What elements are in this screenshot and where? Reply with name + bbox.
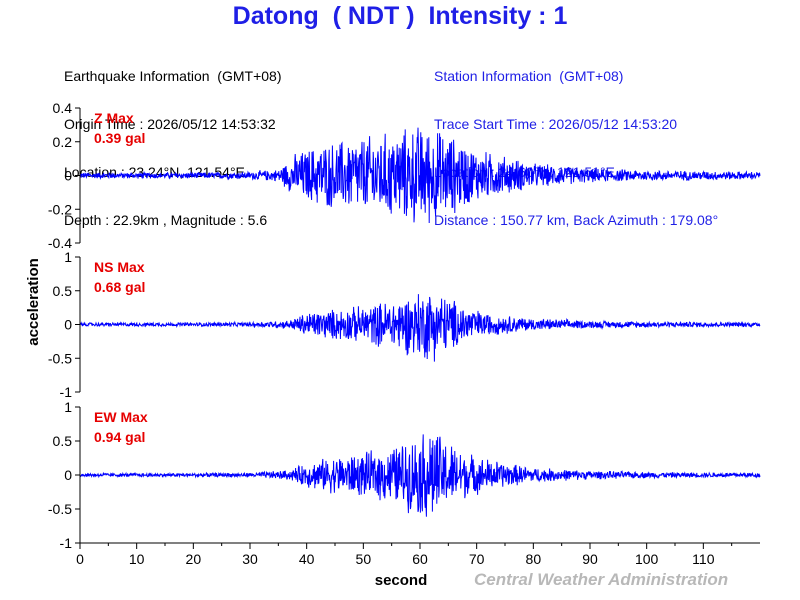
y-axis-label: acceleration (25, 258, 42, 346)
depth-magnitude: Depth : 22.9km , Magnitude : 5.6 (64, 212, 268, 228)
x-tick-label: 40 (299, 551, 315, 567)
x-tick-label: 80 (526, 551, 542, 567)
max-value-z: 0.39 gal (94, 130, 145, 146)
waveform-ns (79, 294, 761, 362)
panel-z: 0.4 0.2 0 -0.2 -0.4 Z Max 0.39 gal (48, 100, 761, 251)
x-tick-label: 100 (635, 551, 659, 567)
y-tick-label: 0.2 (53, 134, 73, 150)
trace-start-time: Trace Start Time : 2026/05/12 14:53:20 (434, 116, 678, 132)
distance-azimuth: Distance : 150.77 km, Back Azimuth : 179… (434, 212, 719, 228)
earthquake-info-heading: Earthquake Information (GMT+08) (64, 68, 282, 84)
y-tick-label: 0 (64, 467, 72, 483)
y-tick-label: 0 (64, 317, 72, 333)
max-label-ew: EW Max (94, 409, 148, 425)
x-tick-label: 90 (582, 551, 598, 567)
y-tick-label: 1 (64, 249, 72, 265)
panel-ns: 1 0.5 0 -0.5 -1 NS Max 0.68 gal (48, 249, 761, 400)
y-tick-label: 0.4 (53, 100, 73, 116)
y-tick-label: -0.5 (48, 350, 72, 366)
waveform-z (79, 127, 761, 223)
y-tick-label: -0.4 (48, 235, 72, 251)
panel-ew: 1 0.5 0 -0.5 -1 EW Max 0.94 gal 0 10 20 30 40 50 60 70… (48, 399, 761, 589)
station-info: Station Information (GMT+08) Trace Start… (434, 36, 718, 244)
y-tick-label: -0.2 (48, 201, 72, 217)
credit-text: Central Weather Administration (474, 570, 729, 589)
x-tick-label: 30 (242, 551, 258, 567)
y-tick-label: -1 (60, 384, 73, 400)
origin-time: Origin Time : 2026/05/12 14:53:32 (64, 116, 276, 132)
x-tick-label: 60 (412, 551, 428, 567)
y-tick-label: 0.5 (53, 433, 73, 449)
max-value-ns: 0.68 gal (94, 279, 145, 295)
x-tick-label: 110 (692, 551, 715, 567)
y-tick-label: -0.5 (48, 501, 72, 517)
x-tick-label: 20 (186, 551, 202, 567)
y-tick-label: 1 (64, 399, 72, 415)
x-axis-label: second (375, 572, 428, 589)
y-tick-label: 0 (64, 168, 72, 184)
max-value-ew: 0.94 gal (94, 429, 145, 445)
x-tick-label: 70 (469, 551, 485, 567)
x-tick-label: 10 (129, 551, 145, 567)
waveform-ew (79, 434, 761, 517)
station-info-heading: Station Information (GMT+08) (434, 68, 624, 84)
x-tick-label: 50 (356, 551, 372, 567)
max-label-ns: NS Max (94, 259, 145, 275)
y-tick-label: -1 (60, 535, 73, 551)
y-tick-label: 0.5 (53, 283, 73, 299)
max-label-z: Z Max (94, 110, 134, 126)
x-tick-label: 0 (76, 551, 84, 567)
chart-title: Datong ( NDT ) Intensity : 1 (232, 2, 568, 30)
